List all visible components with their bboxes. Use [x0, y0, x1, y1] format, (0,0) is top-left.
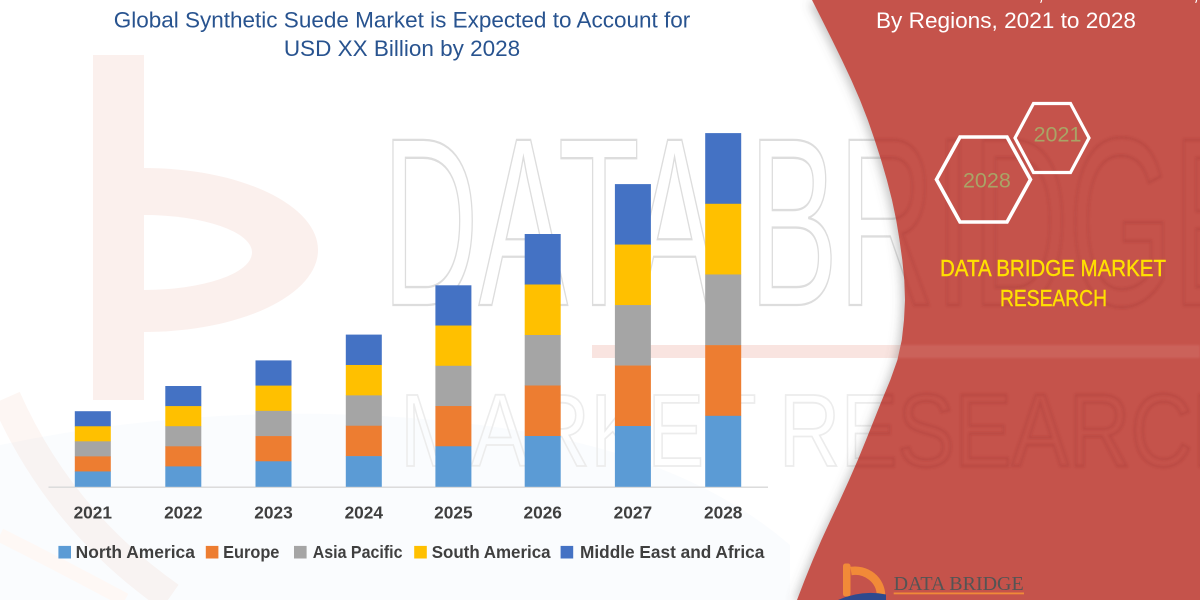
- svg-text:2026: 2026: [523, 503, 561, 523]
- svg-text:2025: 2025: [434, 503, 473, 523]
- svg-text:2021: 2021: [74, 503, 113, 523]
- svg-text:2028: 2028: [704, 503, 743, 523]
- svg-text:DATA BRIDGE: DATA BRIDGE: [894, 574, 1024, 595]
- svg-text:Middle East and Africa: Middle East and Africa: [580, 542, 765, 562]
- svg-text:2022: 2022: [164, 503, 202, 523]
- svg-text:USD XX Billion by 2028: USD XX Billion by 2028: [284, 36, 520, 61]
- svg-text:2023: 2023: [254, 503, 292, 523]
- svg-text:Global Synthetic Suede Market: Global Synthetic Suede Market is Expecte…: [114, 7, 691, 32]
- svg-text:2021: 2021: [1034, 122, 1082, 146]
- svg-text:,: ,: [1038, 0, 1044, 5]
- svg-text:North America: North America: [76, 542, 196, 562]
- svg-text:Europe: Europe: [223, 542, 280, 562]
- svg-text:2024: 2024: [345, 503, 384, 523]
- svg-text:2028: 2028: [963, 169, 1011, 193]
- svg-text:,: ,: [1193, 0, 1199, 5]
- svg-text:South America: South America: [432, 542, 551, 562]
- svg-text:RESEARCH: RESEARCH: [1000, 285, 1107, 311]
- svg-text:DATA BRIDGE MARKET: DATA BRIDGE MARKET: [940, 255, 1166, 281]
- svg-text:By Regions, 2021 to 2028: By Regions, 2021 to 2028: [876, 8, 1136, 33]
- svg-text:Asia Pacific: Asia Pacific: [313, 542, 403, 562]
- svg-text:2027: 2027: [614, 503, 652, 523]
